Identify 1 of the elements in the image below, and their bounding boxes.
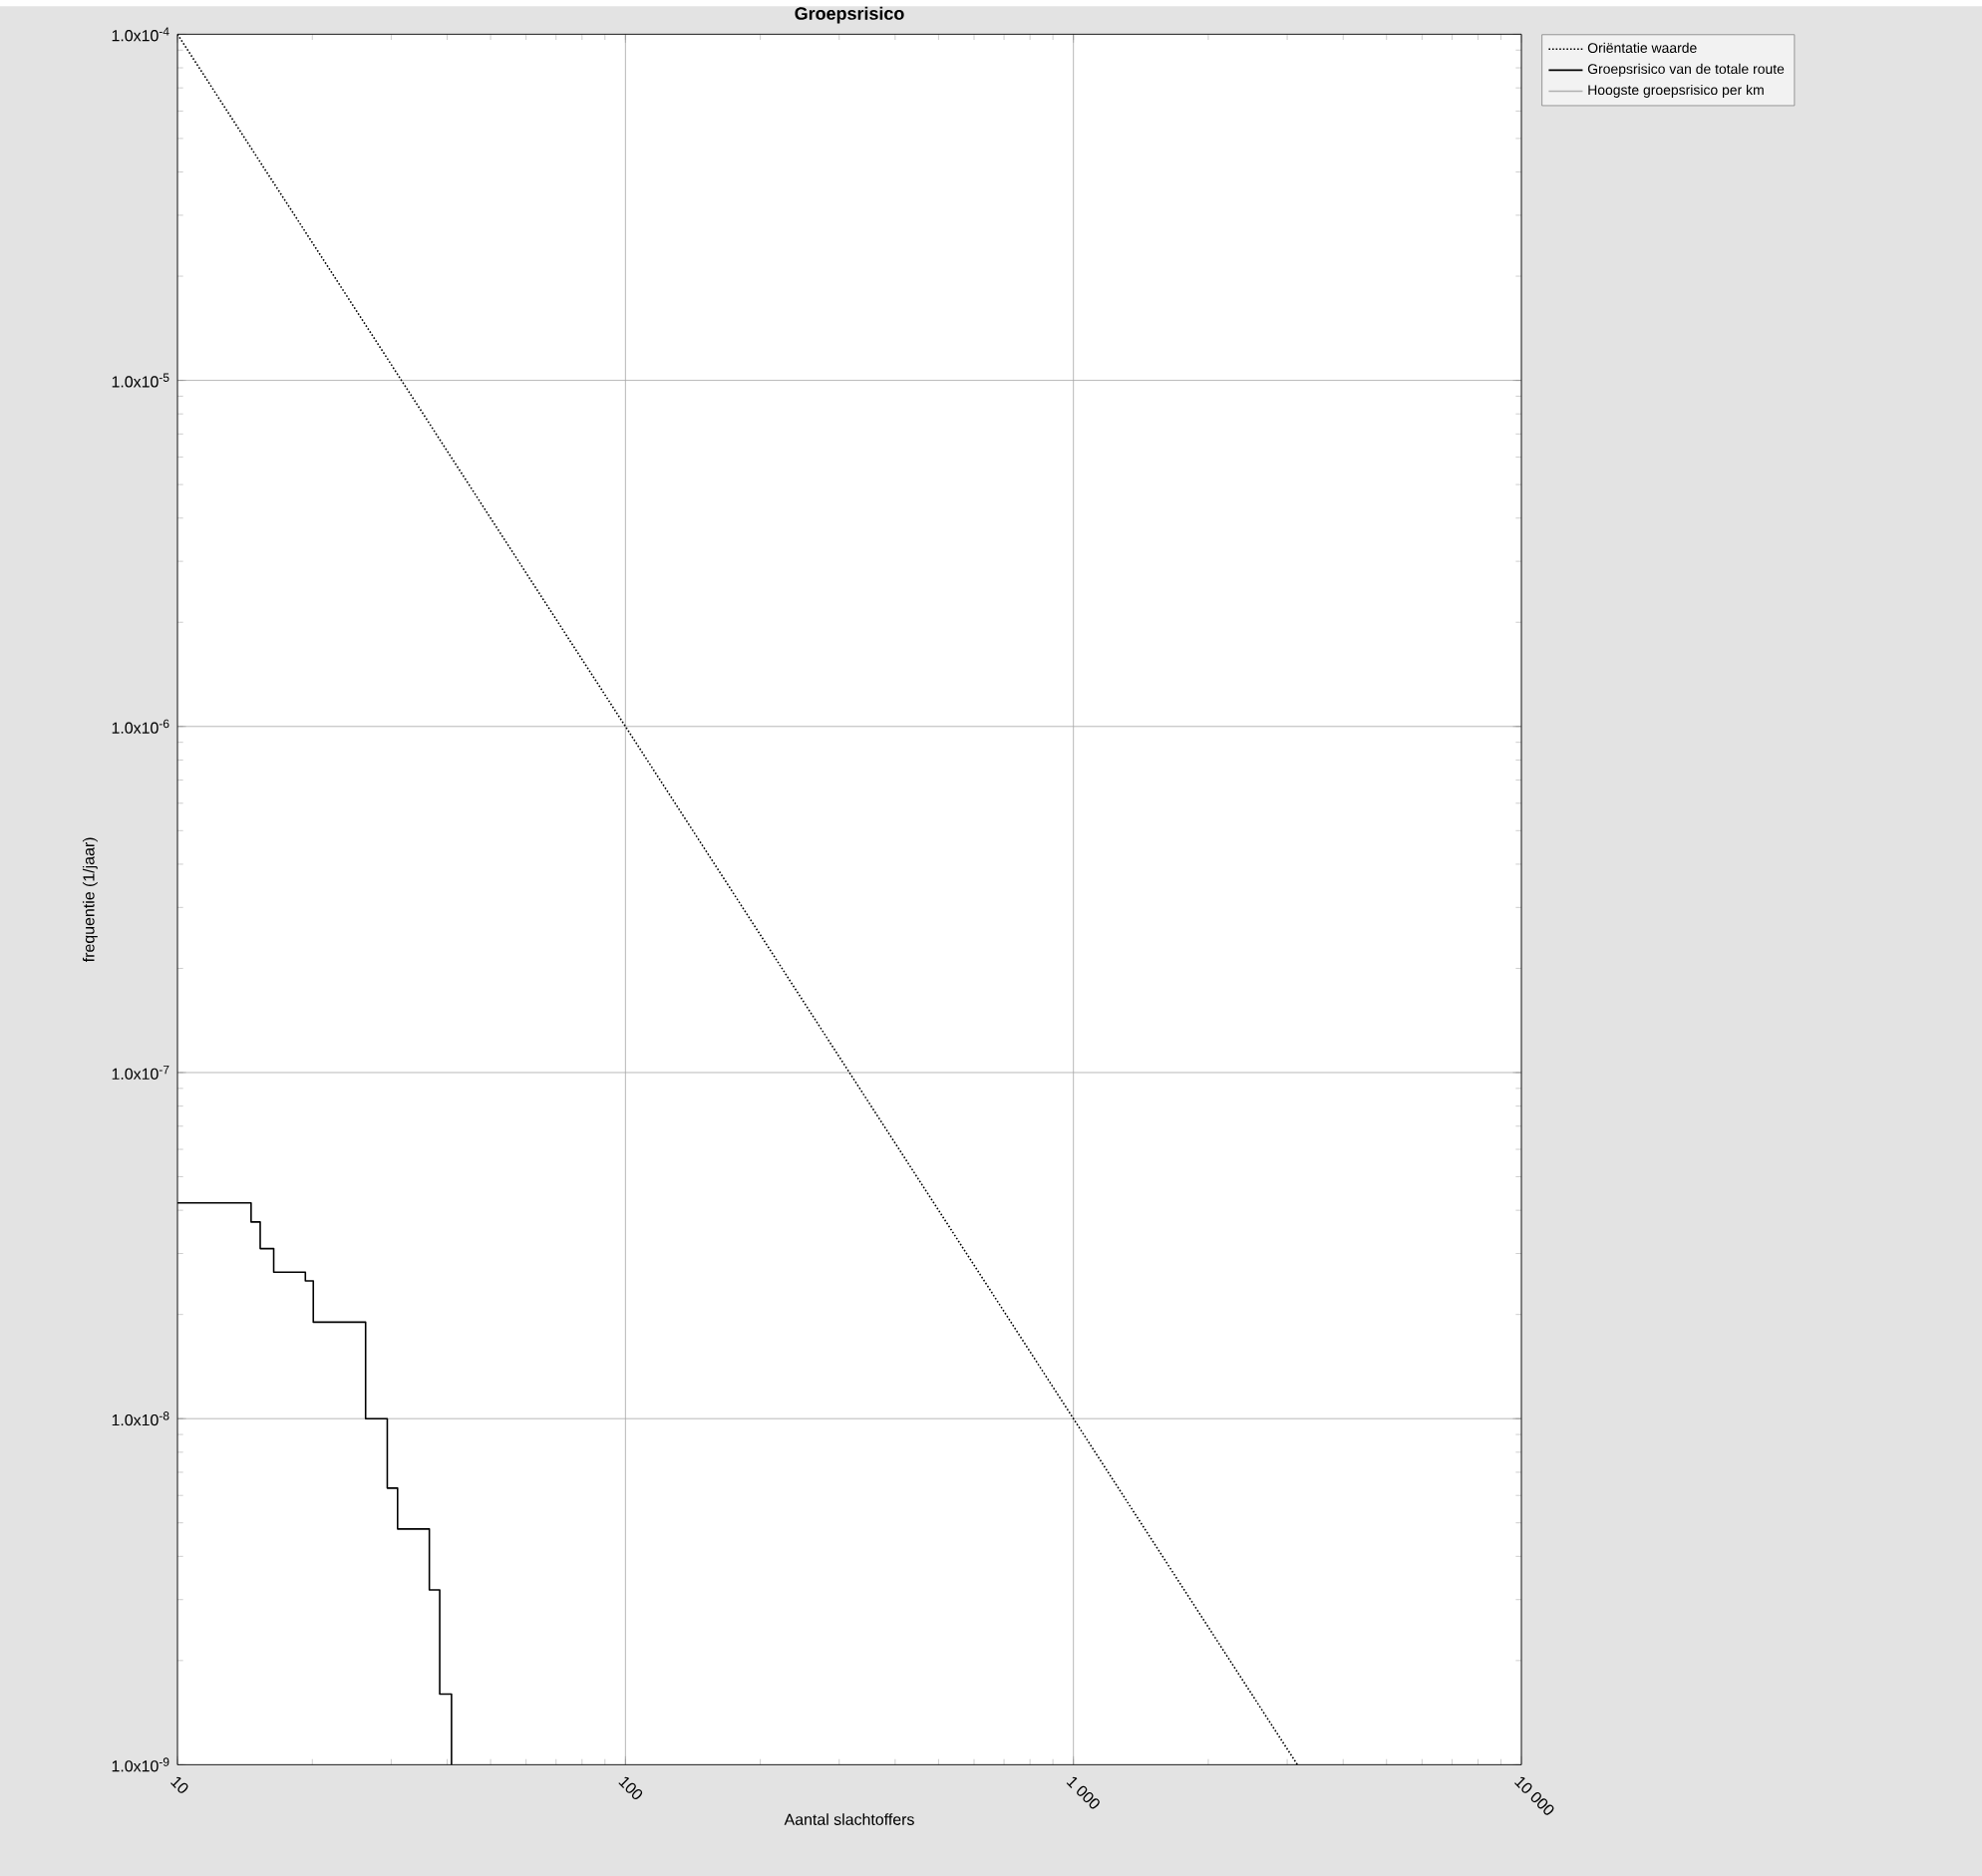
chart-title: Groepsrisico — [795, 6, 904, 24]
